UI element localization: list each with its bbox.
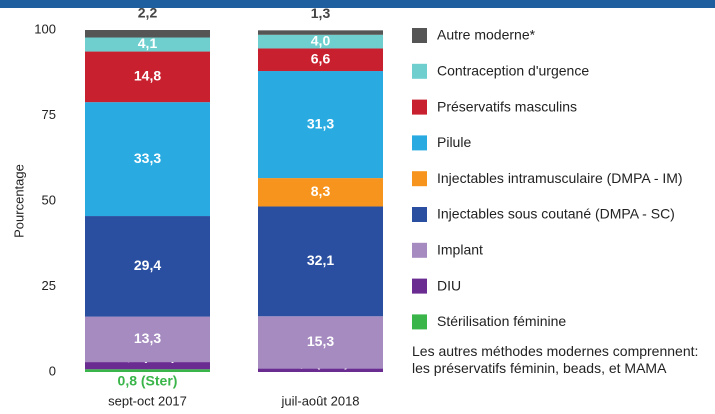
bar-segment xyxy=(258,316,383,369)
value-label: 4,1 xyxy=(138,35,158,51)
y-tick-label: 50 xyxy=(42,192,56,207)
legend-label: Stérilisation féminine xyxy=(437,313,566,329)
bar-segment xyxy=(258,178,383,207)
bar-segment xyxy=(85,369,210,372)
legend-swatch xyxy=(412,171,427,187)
bar-segment xyxy=(258,34,383,49)
legend-swatch xyxy=(412,314,427,330)
bar-segment xyxy=(258,48,383,72)
bar-segment xyxy=(258,368,383,372)
value-label: 29,4 xyxy=(134,257,161,273)
value-label: 13,3 xyxy=(134,330,161,346)
value-label: 1,3 xyxy=(311,5,331,21)
legend-swatch xyxy=(412,207,427,222)
bar-segment xyxy=(85,37,210,52)
note-box: Les autres méthodes modernes comprennent… xyxy=(412,343,699,376)
bar-segment xyxy=(85,316,210,363)
bar-segment xyxy=(258,206,383,317)
legend-label: Injectables sous coutané (DMPA - SC) xyxy=(437,206,675,222)
x-tick-label: sept-oct 2017 xyxy=(108,393,187,408)
x-tick-label: juil-août 2018 xyxy=(280,393,359,408)
bar-segment xyxy=(85,51,210,103)
y-tick-label: 25 xyxy=(42,278,56,293)
bar-segment xyxy=(85,30,210,38)
legend-label: Implant xyxy=(437,242,483,258)
value-label: 14,8 xyxy=(134,68,161,84)
bar-segment xyxy=(85,216,210,317)
value-label: 8,3 xyxy=(311,183,331,199)
value-label: 4,0 xyxy=(311,32,331,48)
note: Les autres méthodes modernes comprennent… xyxy=(412,343,699,376)
value-label: 31,3 xyxy=(307,115,334,131)
legend-swatch xyxy=(412,99,427,115)
bar-segment xyxy=(258,30,383,35)
legend-label: Pilule xyxy=(437,134,471,150)
value-label: 0,8 (Ster) xyxy=(118,373,178,389)
legend-label: Autre moderne* xyxy=(437,27,536,43)
legend-label: Injectables intramusculaire (DMPA - IM) xyxy=(437,170,683,186)
y-tick-label: 100 xyxy=(34,21,56,36)
value-label: 33,3 xyxy=(134,150,161,166)
y-tick-label: 75 xyxy=(42,107,56,122)
legend-swatch xyxy=(412,28,427,43)
value-label: 6,6 xyxy=(311,50,331,66)
value-label: 32,1 xyxy=(307,252,334,268)
header-strip xyxy=(0,0,715,8)
bar-segment xyxy=(85,362,210,370)
legend-swatch xyxy=(412,278,427,294)
legend-swatch xyxy=(412,135,427,151)
legend-swatch xyxy=(412,63,427,79)
legend-swatch xyxy=(412,242,427,258)
bar-segment xyxy=(258,71,383,179)
y-tick-label: 0 xyxy=(49,363,56,378)
value-label: 15,3 xyxy=(307,333,334,349)
legend-label: DIU xyxy=(437,277,461,293)
legend-label: Contraception d'urgence xyxy=(437,63,589,79)
legend-label: Préservatifs masculins xyxy=(437,98,577,114)
bar-segment xyxy=(85,102,210,217)
value-label: 2,2 xyxy=(138,5,158,21)
y-axis-label: Pourcentage xyxy=(11,164,26,238)
